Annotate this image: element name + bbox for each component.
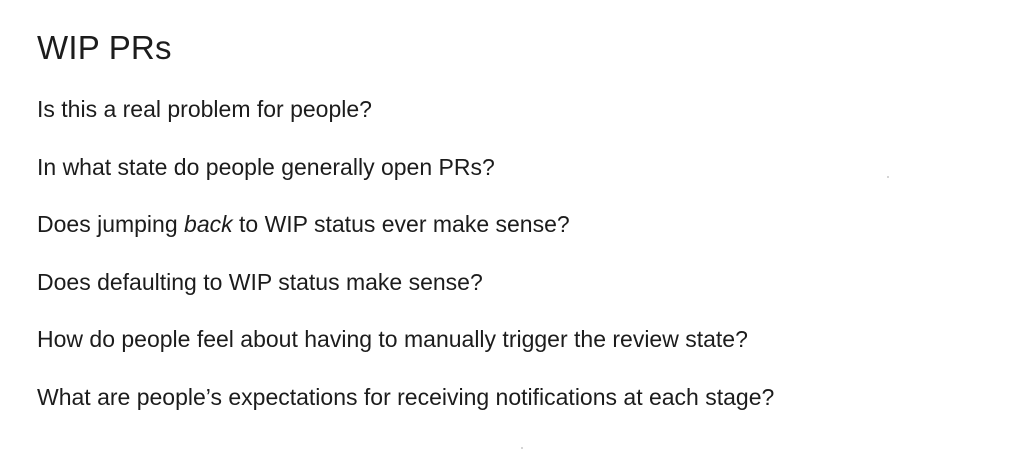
question-item-1: Is this a real problem for people? bbox=[37, 96, 372, 122]
question-item-2: In what state do people generally open P… bbox=[37, 153, 495, 180]
dust-speck bbox=[887, 176, 889, 178]
slide-title: WIP PRs bbox=[37, 29, 172, 66]
question-list: Is this a real problem for people? In wh… bbox=[37, 92, 774, 437]
question-item-3-after: to WIP status ever make sense? bbox=[232, 211, 570, 237]
question-item-5: How do people feel about having to manua… bbox=[37, 326, 748, 352]
question-item-4: Does defaulting to WIP status make sense… bbox=[37, 268, 483, 295]
dust-speck bbox=[521, 447, 523, 449]
question-item-3: Does jumping back to WIP status ever mak… bbox=[37, 207, 774, 241]
question-item-6: What are people’s expectations for recei… bbox=[37, 383, 775, 410]
question-item-3-before: Does jumping bbox=[37, 211, 185, 237]
question-item-3-emphasis: back bbox=[184, 211, 233, 237]
